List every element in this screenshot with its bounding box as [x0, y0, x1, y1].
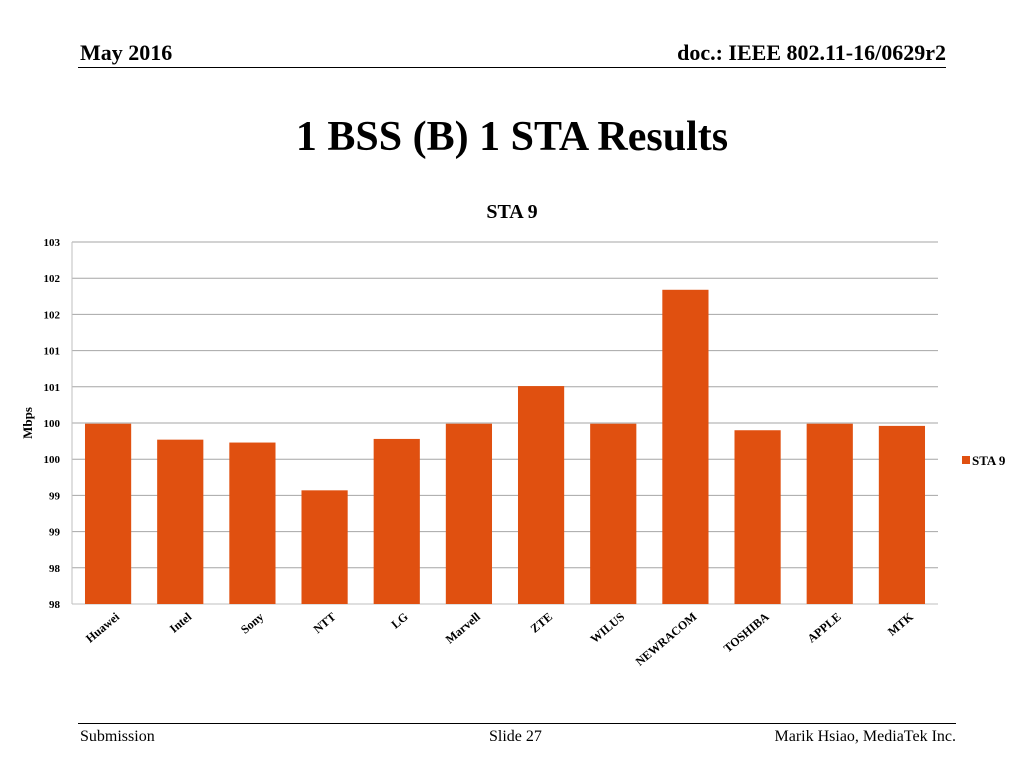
bar [157, 439, 204, 604]
x-tick-label: Marvell [443, 609, 484, 646]
bar [662, 289, 709, 604]
gridlines [71, 241, 938, 605]
bar [301, 490, 348, 604]
bar [734, 430, 781, 604]
header-divider [78, 67, 946, 68]
bar [445, 423, 493, 604]
bar-chart: STA 9 98 98 99 99 100 100 101 101 102 102 103 Mbps… [20, 201, 1006, 669]
bar [590, 423, 637, 604]
x-tick-label: ZTE [528, 610, 555, 636]
y-tick-label: 101 [44, 382, 61, 394]
x-axis-ticks: Huawei Intel Sony NTT LG Marvell ZTE WILUS NEWRA… [83, 609, 916, 669]
x-tick-label: NTT [311, 610, 339, 637]
bar [517, 386, 565, 604]
x-tick-label: WILUS [588, 609, 628, 646]
bar [373, 438, 420, 604]
legend-label: STA 9 [972, 453, 1006, 468]
y-tick-label: 101 [44, 346, 61, 358]
bar [878, 425, 926, 604]
y-tick-label: 99 [49, 527, 61, 539]
x-tick-label: TOSHIBA [721, 609, 772, 655]
footer-slide-number: Slide 27 [489, 728, 542, 745]
x-tick-label: Sony [238, 610, 266, 637]
x-tick-label: NEWRACOM [633, 610, 700, 669]
y-axis-ticks: 98 98 99 99 100 100 101 101 102 102 103 [44, 237, 61, 611]
y-tick-label: 102 [44, 273, 61, 285]
footer-author: Marik Hsiao, MediaTek Inc. [774, 728, 957, 745]
slide-title: 1 BSS (B) 1 STA Results [295, 114, 729, 160]
header-doc-id: doc.: IEEE 802.11-16/0629r2 [677, 40, 946, 65]
x-tick-label: MTK [885, 609, 916, 639]
footer-divider [78, 723, 956, 724]
x-tick-label: LG [388, 610, 410, 632]
x-tick-label: APPLE [805, 610, 844, 646]
bar-series [84, 289, 926, 604]
x-tick-label: Intel [167, 609, 195, 636]
x-tick-label: Huawei [83, 609, 123, 645]
chart-title: STA 9 [486, 201, 537, 223]
legend-swatch [962, 456, 970, 464]
y-tick-label: 98 [49, 563, 61, 575]
y-tick-label: 100 [44, 454, 61, 466]
legend: STA 9 [962, 453, 1006, 468]
y-axis-label: Mbps [20, 407, 35, 439]
y-tick-label: 103 [44, 237, 61, 249]
bar [806, 423, 853, 604]
footer-submission: Submission [80, 728, 155, 745]
y-tick-label: 99 [49, 490, 61, 502]
bar [229, 442, 276, 604]
bar [84, 423, 132, 604]
y-tick-label: 100 [44, 418, 61, 430]
header-date: May 2016 [80, 40, 173, 65]
y-tick-label: 98 [49, 599, 61, 611]
y-tick-label: 102 [44, 309, 61, 321]
